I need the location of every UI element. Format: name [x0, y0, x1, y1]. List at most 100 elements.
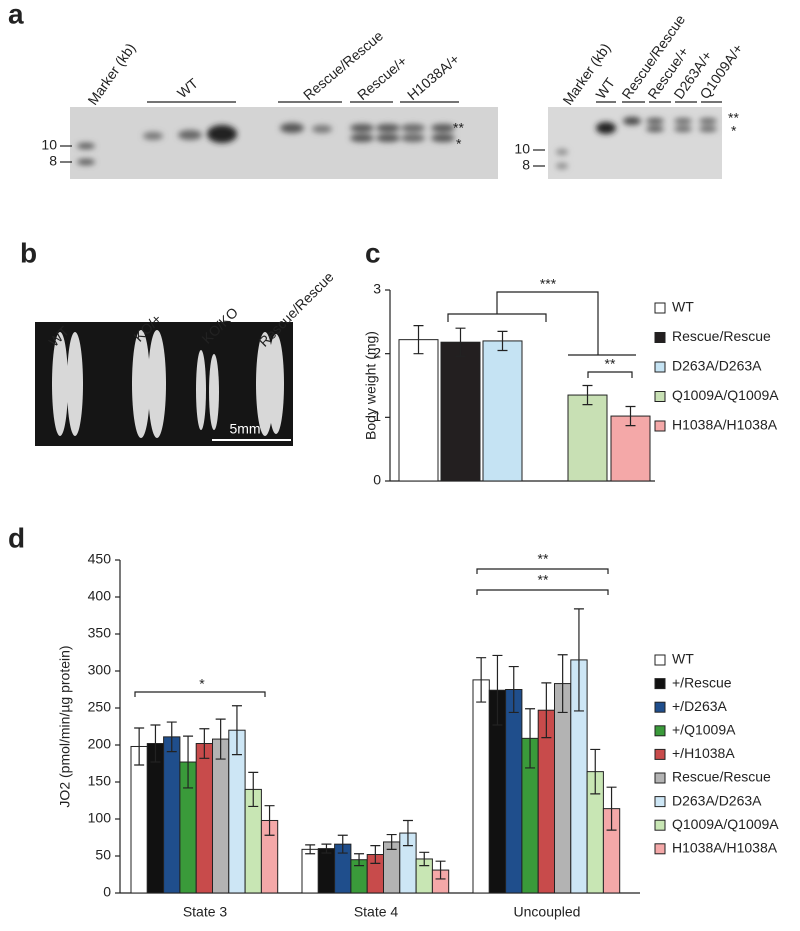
significance-label: ** [605, 356, 616, 372]
error-bar [166, 721, 177, 753]
error-bar [386, 833, 397, 850]
panel-label: b [20, 237, 37, 268]
significance-label: *** [540, 276, 557, 292]
legend-swatch [654, 391, 666, 402]
error-bar [435, 860, 446, 880]
panel-label: d [8, 522, 25, 553]
legend-label: H1038A/H1038A [672, 840, 778, 856]
significance-bracket [587, 371, 633, 378]
legend-label: +/D263A [672, 698, 728, 714]
y-tick-label: 350 [88, 625, 112, 641]
bar [440, 341, 481, 482]
y-tick-label: 200 [88, 736, 112, 752]
size-marker: 10 [514, 141, 530, 157]
y-tick-label: 0 [103, 884, 111, 900]
legend-swatch [654, 654, 666, 666]
panel-label: c [365, 237, 381, 268]
legend-swatch [654, 678, 666, 690]
error-bar [573, 608, 584, 712]
error-bar [248, 771, 259, 808]
bar [567, 394, 608, 482]
error-bar [370, 845, 381, 864]
significance-label: ** [538, 572, 549, 588]
bar [610, 415, 651, 482]
y-tick-label: 300 [88, 662, 112, 678]
lane-group-lines [60, 101, 459, 163]
error-bar [606, 786, 617, 831]
bar [317, 848, 336, 894]
significance-bracket [476, 568, 609, 574]
lane-label: H1038A/+ [404, 51, 462, 104]
legend-swatch [654, 772, 666, 784]
y-tick-label: 50 [95, 847, 111, 863]
lane-group-lines [533, 101, 722, 167]
lane-label: Marker (kb) [84, 40, 138, 108]
bar [212, 738, 230, 894]
legend-label: H1038A/H1038A [672, 417, 778, 433]
error-bar [590, 748, 601, 795]
larvae [52, 330, 284, 438]
legend-label: Q1009A/Q1009A [672, 387, 779, 403]
legend-label: WT [672, 299, 694, 315]
error-bar [492, 654, 503, 726]
error-bar [183, 735, 194, 789]
scale-bar-label: 5mm [229, 421, 260, 437]
legend-swatch [654, 302, 666, 314]
error-bar [413, 325, 424, 355]
lane-label: WT [592, 74, 618, 101]
legend-label: Rescue/Rescue [672, 328, 771, 344]
error-bar [337, 834, 348, 854]
lane-label: WT [174, 75, 201, 102]
legend-label: D263A/D263A [672, 358, 762, 374]
error-bar [199, 728, 210, 759]
y-tick-label: 400 [88, 588, 112, 604]
legend-label: +/Rescue [672, 674, 732, 690]
legend-swatch [654, 420, 666, 432]
error-bar [264, 805, 275, 836]
legend-swatch [654, 796, 666, 808]
x-tick-label: State 4 [354, 904, 399, 920]
size-marker: 8 [522, 157, 530, 173]
bar [472, 679, 490, 894]
significance-label: ** [538, 551, 549, 567]
legend-label: Q1009A/Q1009A [672, 816, 779, 832]
bar [505, 689, 523, 894]
error-bar [557, 654, 568, 714]
legend-label: WT [672, 651, 694, 667]
legend-label: +/Q1009A [672, 722, 736, 738]
lane-label: Rescue/+ [354, 53, 410, 104]
size-marker: 8 [49, 153, 57, 169]
error-bar [582, 384, 593, 406]
error-bar [134, 727, 145, 766]
sample-label: Rescue/Rescue [255, 268, 336, 349]
error-bar [305, 844, 316, 855]
y-axis-label: Body weight (mg) [363, 331, 379, 440]
bar [130, 745, 148, 894]
band-mark: ** [728, 110, 739, 126]
y-tick-label: 450 [88, 551, 112, 567]
error-bar [354, 853, 365, 867]
blot-bands [77, 123, 455, 165]
y-tick-label: 150 [88, 773, 112, 789]
y-axis-label: JO2 (pmol/min/µg protein) [57, 645, 73, 807]
significance-bracket [134, 691, 266, 697]
bar [146, 743, 165, 894]
bar [398, 339, 439, 482]
error-bar [476, 657, 487, 703]
error-bar [150, 724, 161, 763]
y-tick-label: 250 [88, 699, 112, 715]
error-bar [508, 665, 519, 714]
x-tick-label: Uncoupled [514, 904, 581, 920]
significance-label: * [199, 676, 205, 692]
error-bar [215, 718, 226, 760]
legend-swatch [654, 332, 666, 343]
size-marker: 10 [41, 137, 57, 153]
error-bar [497, 330, 508, 352]
legend-swatch [654, 361, 666, 373]
bar [301, 848, 319, 894]
legend-label: +/H1038A [672, 745, 735, 761]
legend-label: D263A/D263A [672, 792, 762, 808]
blot-bands [556, 117, 717, 169]
bar [482, 340, 523, 482]
bar [195, 743, 213, 894]
